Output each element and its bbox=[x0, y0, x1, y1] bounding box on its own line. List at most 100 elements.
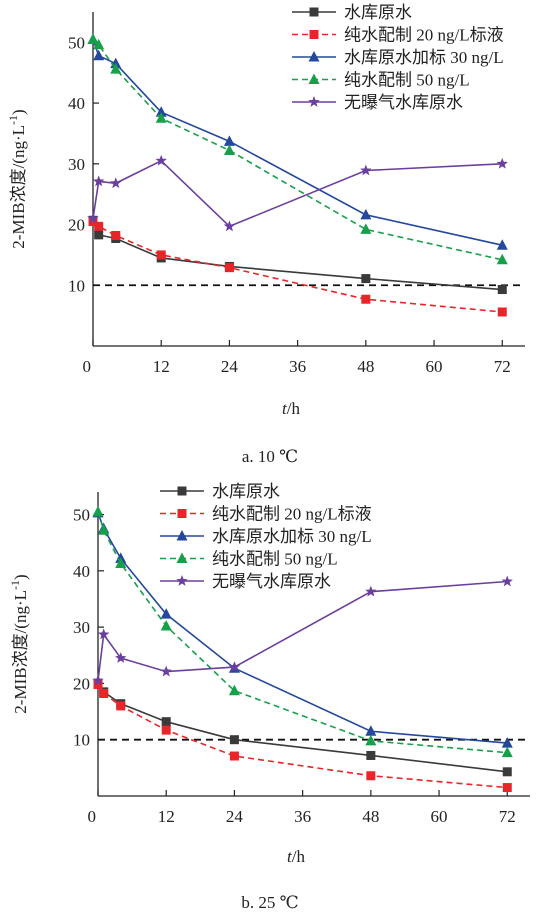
y-axis-title: 2-MIB浓度/(ng·L-1) bbox=[6, 109, 28, 248]
series-5 bbox=[92, 575, 513, 686]
data-point bbox=[94, 230, 104, 240]
data-point bbox=[155, 106, 167, 117]
data-point bbox=[501, 737, 513, 748]
y-axis-title: 2-MIB浓度/(ng·L-1) bbox=[8, 574, 30, 713]
data-point bbox=[502, 783, 512, 793]
legend-marker bbox=[176, 530, 188, 541]
x-axis-title: t/h bbox=[282, 399, 300, 418]
data-point bbox=[361, 294, 371, 304]
series-1 bbox=[93, 678, 512, 777]
data-point bbox=[161, 717, 171, 727]
data-point bbox=[496, 253, 508, 265]
data-point bbox=[223, 135, 235, 146]
legend-label: 水库原水加标 30 ng/L bbox=[344, 48, 504, 67]
data-point bbox=[88, 217, 98, 227]
series-2 bbox=[88, 217, 507, 317]
data-point bbox=[365, 734, 377, 746]
data-point bbox=[160, 665, 172, 677]
y-tick-label: 50 bbox=[68, 33, 85, 52]
data-point bbox=[155, 112, 167, 123]
data-point bbox=[497, 285, 507, 295]
data-point bbox=[501, 746, 513, 758]
legend-label: 纯水配制 50 ng/L bbox=[212, 550, 338, 569]
legend-item: 水库原水加标 30 ng/L bbox=[160, 527, 372, 546]
series-line bbox=[97, 580, 508, 681]
data-point bbox=[87, 212, 99, 224]
data-point bbox=[115, 652, 127, 663]
legend-marker bbox=[309, 30, 319, 39]
x-tick-label: 24 bbox=[221, 357, 239, 376]
x-tick-label: 48 bbox=[357, 357, 374, 376]
series-1 bbox=[88, 215, 507, 295]
y-tick-label: 30 bbox=[73, 618, 90, 637]
legend-item: 水库原水 bbox=[292, 3, 412, 22]
series-4 bbox=[87, 33, 508, 265]
legend-marker bbox=[308, 73, 320, 84]
x-tick-label: 36 bbox=[294, 807, 311, 826]
data-point bbox=[99, 689, 109, 699]
data-point bbox=[366, 750, 376, 760]
legend-item: 纯水配制 50 ng/L bbox=[292, 71, 470, 90]
data-point bbox=[110, 63, 122, 74]
y-tick-label: 20 bbox=[68, 216, 85, 235]
data-point bbox=[501, 575, 513, 587]
series-4 bbox=[92, 505, 513, 758]
y-tick-label: 20 bbox=[73, 674, 90, 693]
x-tick-label: 72 bbox=[494, 357, 511, 376]
legend-label: 纯水配制 20 ng/L标液 bbox=[212, 505, 372, 524]
legend-marker bbox=[177, 509, 187, 518]
series-line bbox=[92, 219, 503, 291]
legend-marker bbox=[177, 486, 187, 496]
data-point bbox=[92, 674, 104, 686]
data-point bbox=[155, 154, 167, 166]
data-point bbox=[228, 661, 241, 672]
y-tick-label: 50 bbox=[73, 506, 90, 525]
data-point bbox=[365, 725, 377, 736]
data-point bbox=[93, 38, 105, 50]
legend-item: 水库原水 bbox=[160, 482, 280, 501]
legend-item: 水库原水加标 30 ng/L bbox=[292, 48, 504, 67]
data-point bbox=[87, 33, 99, 44]
data-point bbox=[223, 220, 236, 232]
y-tick-label: 10 bbox=[68, 276, 85, 295]
series-2 bbox=[93, 680, 512, 793]
data-point bbox=[224, 263, 234, 273]
panel-caption: b. 25 ℃ bbox=[241, 893, 298, 912]
data-point bbox=[360, 223, 372, 234]
data-point bbox=[97, 628, 110, 640]
legend-label: 纯水配制 50 ng/L bbox=[344, 71, 470, 90]
data-point bbox=[361, 274, 371, 284]
data-point bbox=[92, 505, 104, 517]
y-tick-label: 30 bbox=[68, 155, 85, 174]
data-point bbox=[93, 680, 103, 690]
data-point bbox=[496, 157, 508, 169]
legend-label: 水库原水 bbox=[212, 482, 280, 501]
legend-label: 水库原水加标 30 ng/L bbox=[212, 527, 372, 546]
x-tick-label: 0 bbox=[83, 357, 92, 376]
data-point bbox=[223, 144, 235, 155]
data-point bbox=[365, 585, 377, 597]
legend-marker bbox=[308, 96, 320, 107]
x-tick-label: 12 bbox=[153, 357, 170, 376]
data-point bbox=[94, 221, 104, 231]
data-point bbox=[115, 557, 127, 568]
x-tick-label: 48 bbox=[362, 807, 379, 826]
data-point bbox=[98, 524, 110, 535]
legend-item: 无曝气水库原水 bbox=[292, 93, 463, 112]
legend-item: 纯水配制 20 ng/L标液 bbox=[292, 26, 504, 45]
data-point bbox=[366, 771, 376, 781]
legend-marker bbox=[176, 575, 188, 586]
x-tick-label: 0 bbox=[88, 807, 97, 826]
legend-item: 纯水配制 20 ng/L标液 bbox=[160, 505, 372, 524]
x-tick-label: 60 bbox=[431, 807, 448, 826]
data-point bbox=[360, 208, 372, 220]
y-tick-label: 10 bbox=[73, 731, 90, 750]
x-tick-label: 60 bbox=[426, 357, 443, 376]
data-point bbox=[160, 608, 172, 619]
legend-item: 纯水配制 50 ng/L bbox=[160, 550, 338, 569]
